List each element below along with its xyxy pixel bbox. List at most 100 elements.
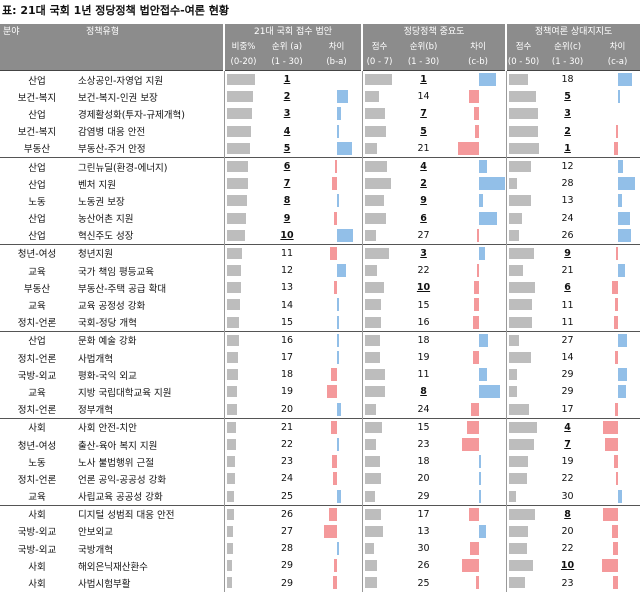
row-area: 교육 [28, 492, 46, 504]
rank-a: 19 [280, 386, 294, 398]
table-row: 부동산 부동산-주택 공급 확대 13 10 6 [0, 279, 640, 297]
diff-ba [312, 105, 362, 122]
rank-a: 6 [262, 156, 312, 176]
opinion-score-bar [508, 352, 531, 363]
row-policy: 안보외교 [78, 527, 113, 539]
rank-b: 23 [417, 439, 430, 451]
diff-cb [451, 210, 506, 227]
bill-share-bar [226, 195, 247, 207]
subheader-label: 순위 (a) [262, 40, 312, 55]
diff-ca [595, 349, 640, 366]
diff-ba-bar [337, 298, 339, 312]
subheader-label: 순위(c) [540, 40, 596, 55]
party-score-bar [364, 178, 391, 190]
rank-b: 14 [417, 91, 430, 103]
row-area: 산업 [28, 214, 46, 226]
opinion-score [505, 88, 541, 106]
rank-a: 26 [262, 504, 312, 523]
subheader-label: 차이 [451, 40, 507, 55]
row-area: 산업 [0, 156, 74, 176]
subheader-range: (c-a) [595, 55, 640, 71]
bill-share-bar [226, 473, 235, 485]
rank-c: 18 [561, 74, 574, 86]
row-area: 산업 [28, 231, 46, 243]
bill-share-bar [226, 543, 233, 555]
diff-ca-bar [615, 402, 618, 416]
diff-ca-bar [615, 472, 618, 486]
diff-cb-bar [462, 437, 479, 451]
opinion-score-bar [508, 508, 535, 520]
row-area: 교육 [28, 301, 46, 313]
rank-a: 23 [280, 456, 294, 468]
opinion-score-bar [508, 543, 527, 555]
diff-cb [451, 88, 506, 105]
party-score-bar [364, 543, 374, 555]
party-score [361, 435, 397, 454]
row-policy: 문화 예술 강화 [74, 330, 224, 349]
diff-ba-bar [337, 315, 339, 329]
party-score-bar [364, 212, 386, 224]
diff-cb [451, 401, 506, 419]
bill-share [223, 192, 262, 210]
party-score [361, 349, 397, 367]
rank-a: 21 [262, 417, 312, 436]
diff-cb-bar [476, 264, 479, 278]
diff-cb [451, 488, 506, 506]
row-policy: 사법개혁 [78, 353, 113, 365]
diff-cb-bar [478, 472, 481, 486]
diff-ca-bar [612, 542, 618, 556]
rank-b: 3 [396, 243, 452, 263]
opinion-score-bar [508, 299, 532, 311]
rank-a: 27 [280, 525, 294, 537]
diff-ca-bar [617, 385, 626, 399]
opinion-score [505, 279, 541, 297]
rank-c: 1 [564, 142, 571, 154]
rank-b: 17 [396, 504, 452, 523]
bill-share [223, 453, 262, 471]
row-area: 교육 [28, 266, 46, 278]
rank-b: 22 [417, 265, 430, 277]
row-policy: 부동산-주거 안정 [78, 144, 146, 156]
diff-cb-bar [478, 194, 483, 208]
opinion-score-bar [508, 369, 517, 381]
diff-ba-bar [334, 559, 337, 573]
bill-share [223, 330, 262, 349]
opinion-score [505, 540, 541, 558]
opinion-score-bar [508, 421, 537, 433]
diff-cb-bar [475, 124, 479, 138]
opinion-score-bar [508, 125, 538, 137]
diff-cb-bar [474, 281, 479, 295]
diff-cb-bar [478, 159, 487, 173]
diff-cb [451, 140, 506, 158]
party-score [361, 226, 397, 245]
diff-ca [595, 175, 640, 192]
bill-share-bar [226, 421, 236, 433]
diff-ca [595, 470, 640, 487]
row-policy: 혁신주도 성장 [78, 231, 134, 243]
opinion-score [505, 574, 541, 592]
diff-ca [595, 314, 640, 332]
policy-table: 분야 정책유형 21대 국회 접수 법안 정당정책 중요도 정책여론 상대지지도… [0, 24, 640, 592]
table-row: 보건-복지 감염병 대응 안전 4 5 2 [0, 122, 640, 140]
table-row: 정치-언론 정부개혁 20 24 17 [0, 400, 640, 419]
opinion-score-bar [508, 142, 539, 154]
table-row: 사회 사법시험부활 29 25 23 [0, 574, 640, 592]
bill-share [223, 417, 262, 436]
bill-share-bar [226, 299, 240, 311]
diff-ba-bar [332, 177, 337, 191]
opinion-score [505, 226, 541, 245]
rank-c: 20 [561, 525, 574, 537]
opinion-score-bar [508, 438, 534, 450]
rank-c: 26 [561, 229, 574, 241]
party-score-bar [364, 334, 380, 346]
subheader-range: (1 - 30) [262, 55, 312, 71]
bill-share [223, 400, 262, 419]
bill-share-bar [226, 525, 233, 537]
bill-share-bar [226, 91, 253, 103]
diff-ba [312, 175, 362, 192]
row-area: 정치-언론 [17, 318, 57, 330]
diff-cb-bar [462, 559, 479, 573]
opinion-score [505, 557, 541, 575]
diff-ba [312, 453, 362, 470]
rank-a: 5 [283, 142, 291, 154]
